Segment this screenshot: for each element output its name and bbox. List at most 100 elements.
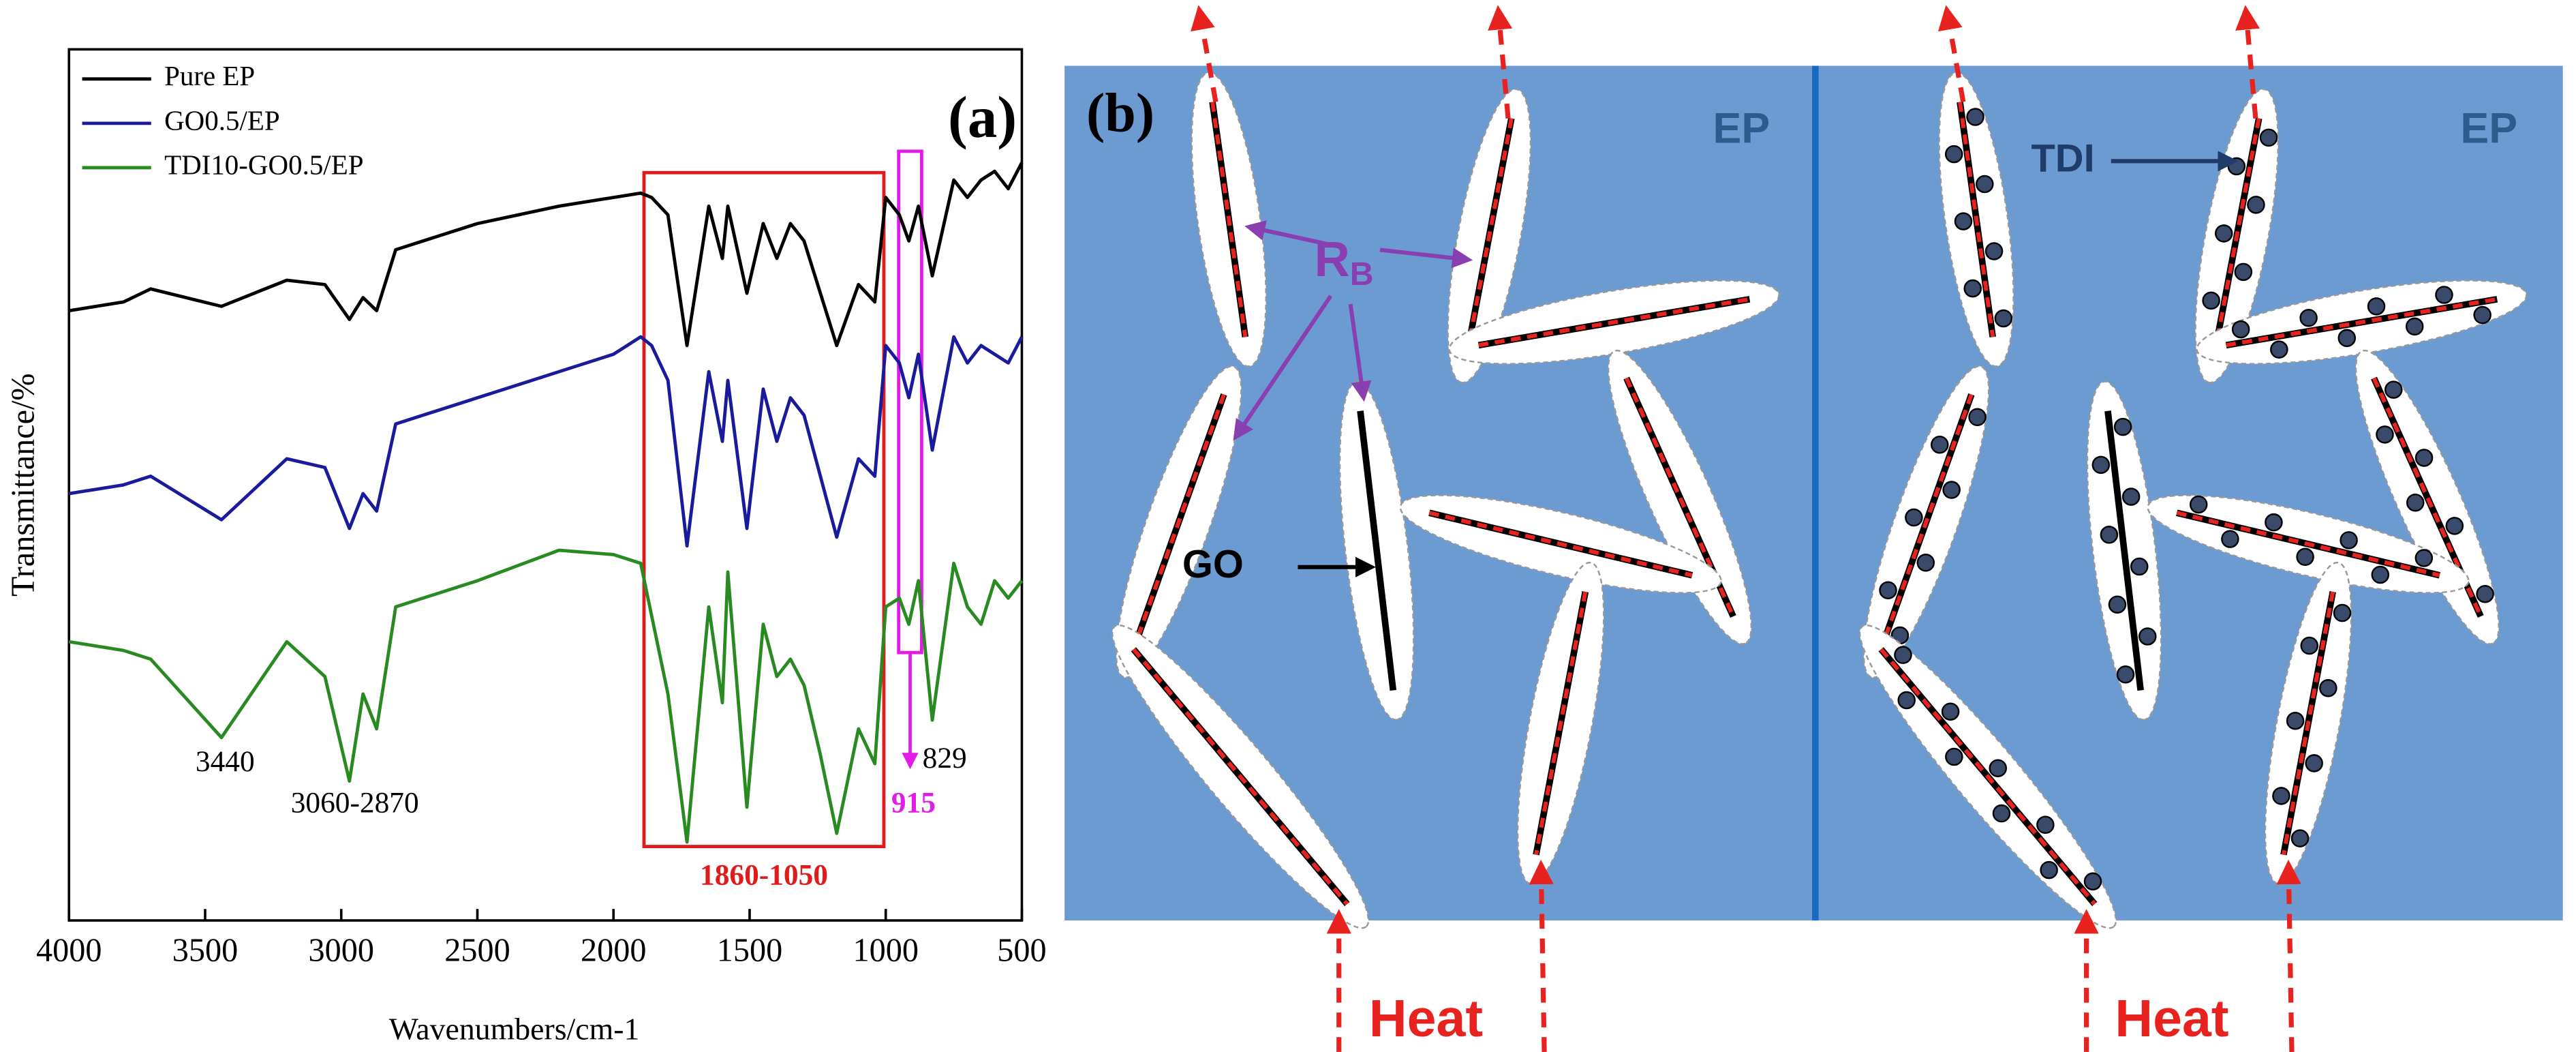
- tdi-particle: [1984, 242, 2004, 260]
- heat-arrow: [1937, 5, 1966, 103]
- x-tick-label: 1000: [853, 932, 919, 968]
- matrix-label: EP: [2460, 104, 2517, 152]
- tdi-particle: [2435, 286, 2453, 304]
- series-line: [68, 548, 1024, 844]
- tdi-particle: [2405, 317, 2424, 336]
- tdi-particle: [2100, 526, 2119, 544]
- heat-arrow: [1488, 5, 1513, 119]
- legend-label: Pure EP: [164, 60, 255, 91]
- tdi-particle: [2259, 128, 2278, 147]
- tdi-particle: [1941, 702, 1960, 721]
- tdi-particle: [1966, 108, 1984, 126]
- tdi-particle: [2083, 872, 2102, 891]
- tdi-particle: [2473, 305, 2491, 325]
- tdi-particle: [2121, 487, 2141, 506]
- tdi-particle: [2091, 455, 2111, 475]
- heat-path: [1428, 511, 1693, 577]
- tdi-particle: [1994, 309, 2013, 328]
- tdi-particle: [1954, 212, 1973, 230]
- tdi-particle: [1976, 175, 1994, 194]
- heat-path: [1879, 648, 2096, 905]
- annotation: 3440: [196, 745, 255, 778]
- tdi-particle: [2290, 829, 2310, 847]
- diagram: [1111, 5, 2528, 1052]
- tdi-particle: [2272, 787, 2290, 805]
- tdi-particle: [2319, 678, 2337, 697]
- panel-label: (a): [948, 85, 1017, 150]
- tdi-particle: [1992, 804, 2011, 823]
- panel-label: (b): [1086, 81, 1154, 143]
- tdi-particle: [1989, 759, 2007, 777]
- tdi-particle: [2247, 196, 2265, 214]
- tdi-particle: [2445, 517, 2464, 535]
- rb-sub: B: [1350, 256, 1374, 292]
- tdi-particle: [2414, 449, 2434, 467]
- tdi-particle: [1945, 747, 1963, 766]
- heat-arrow: [2276, 859, 2301, 1052]
- tdi-particle: [1916, 554, 1935, 572]
- tdi-particle: [2286, 711, 2305, 730]
- heat-path: [2212, 118, 2261, 354]
- tdi-particle: [2371, 565, 2390, 584]
- annotation: 915: [891, 786, 936, 819]
- tdi-particle: [2385, 380, 2403, 399]
- tdi-particle: [2270, 340, 2288, 359]
- matrix-label: EP: [1713, 104, 1770, 152]
- tdi-particle: [2116, 665, 2135, 684]
- tdi-particle: [2108, 595, 2127, 614]
- x-tick-label: 3500: [172, 932, 238, 968]
- heat-path: [2281, 591, 2335, 856]
- tdi-particle: [2113, 417, 2132, 436]
- heat-path: [2226, 297, 2498, 348]
- tdi-particle: [2340, 531, 2358, 550]
- legend-label: GO0.5/EP: [164, 104, 280, 136]
- x-tick-label: 500: [997, 932, 1046, 968]
- tdi-particle: [2476, 584, 2494, 603]
- tdi-particle: [2296, 547, 2314, 567]
- tdi-particle: [2337, 329, 2357, 348]
- heat-path: [1879, 393, 1974, 650]
- highlight-box: [642, 170, 886, 848]
- rb-arrow: [1244, 220, 1340, 249]
- annotation: 3060-2870: [291, 786, 419, 819]
- tdi-particle: [2189, 495, 2208, 514]
- heat-path: [1210, 102, 1248, 337]
- legend-label: TDI10-GO0.5/EP: [164, 149, 363, 180]
- tdi-particle: [1931, 436, 1949, 454]
- tdi-particle: [2376, 425, 2394, 444]
- tdi-particle: [2300, 636, 2319, 655]
- x-tick-label: 2000: [581, 932, 646, 968]
- heat-arrow: [2235, 5, 2260, 119]
- rb-arrow: [1348, 303, 1372, 402]
- tdi-particle: [2231, 320, 2250, 339]
- x-tick-label: 1500: [717, 932, 782, 968]
- heat-path: [1132, 648, 1349, 905]
- plot-frame: [67, 48, 1024, 922]
- go-sheet: [2104, 410, 2144, 691]
- rb-main: R: [1315, 232, 1350, 287]
- tdi-label: TDI: [2031, 137, 2094, 181]
- tdi-particle: [1905, 508, 1923, 527]
- go-label: GO: [1182, 543, 1244, 586]
- y-axis-label: Transmittance/%: [5, 373, 42, 597]
- heat-path: [1478, 297, 1750, 348]
- annotation: 829: [923, 742, 967, 775]
- tdi-particle: [2221, 530, 2239, 548]
- annotation: 1860-1050: [700, 858, 828, 891]
- heat-path: [1534, 591, 1588, 856]
- tdi-particle: [2367, 297, 2386, 316]
- tdi-particle: [1963, 279, 1982, 298]
- tdi-particle: [2130, 557, 2149, 576]
- heat-path: [2176, 511, 2440, 577]
- tdi-particle: [2214, 224, 2233, 243]
- tdi-particle: [1894, 646, 1912, 664]
- heat-label: Heat: [2115, 989, 2228, 1048]
- heat-path: [1957, 102, 1995, 337]
- heat-arrow: [1191, 5, 1218, 103]
- go-sheet: [1357, 410, 1397, 691]
- x-tick-label: 2500: [444, 932, 510, 968]
- heat-label: Heat: [1369, 989, 1483, 1048]
- tdi-particle: [2036, 815, 2055, 835]
